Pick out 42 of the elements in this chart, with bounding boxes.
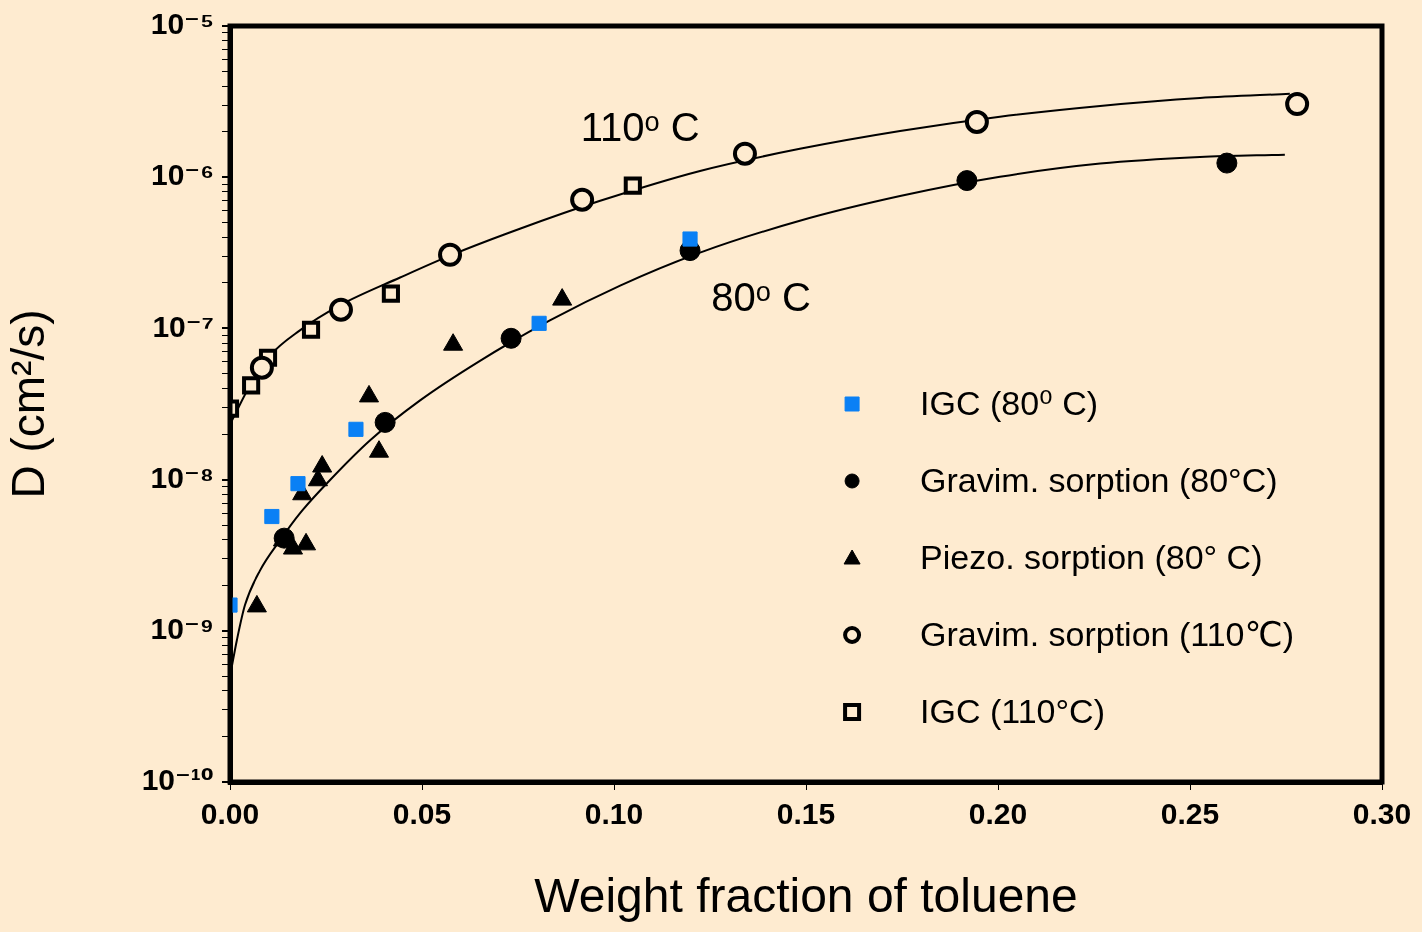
y-axis-title: D (cm²/s) [2,309,55,499]
y-tick-label: 10⁻⁵ [150,7,214,41]
legend-label: Gravim. sorption (110℃) [920,615,1294,654]
point [374,411,396,433]
point [328,297,353,322]
point [301,320,321,339]
x-tick-label: 0.25 [1160,797,1220,831]
x-tick-label: 0.20 [968,797,1028,831]
x-tick-label: 0.00 [200,797,260,831]
y-tick-label: 10⁻⁶ [150,158,214,192]
point [264,508,280,525]
x-tick-label: 0.10 [584,797,644,831]
y-tick-label: 10⁻⁷ [152,309,214,343]
point [623,176,642,195]
y-tick-label: 10⁻⁹ [150,612,214,646]
point [732,141,757,166]
point [1216,152,1238,174]
point [570,187,595,212]
legend-label: Gravim. sorption (80°C) [920,461,1278,500]
x-tick-label: 0.30 [1352,797,1412,831]
point [1285,91,1310,116]
y-tick-label: 10⁻¹⁰ [141,763,214,797]
point [381,284,400,303]
legend-label: Piezo. sorption (80° C) [920,538,1263,577]
point [249,355,274,380]
x-axis-title: Weight fraction of toluene [534,869,1078,923]
legend-label: IGC (110°C) [920,692,1105,731]
point [682,231,698,247]
point [964,109,989,134]
point [242,376,261,395]
point [438,242,463,267]
annotation: 110ᵒ C [580,105,700,150]
annotation: 80ᵒ C [711,274,811,319]
point [500,327,522,349]
y-tick-label: 10⁻⁸ [150,460,214,494]
x-tick-label: 0.15 [776,797,836,831]
x-tick-label: 0.05 [392,797,452,831]
point [348,421,364,437]
legend-label: IGC (80⁰ C) [920,384,1099,423]
point [531,315,547,331]
point [290,476,306,492]
point [956,170,978,192]
